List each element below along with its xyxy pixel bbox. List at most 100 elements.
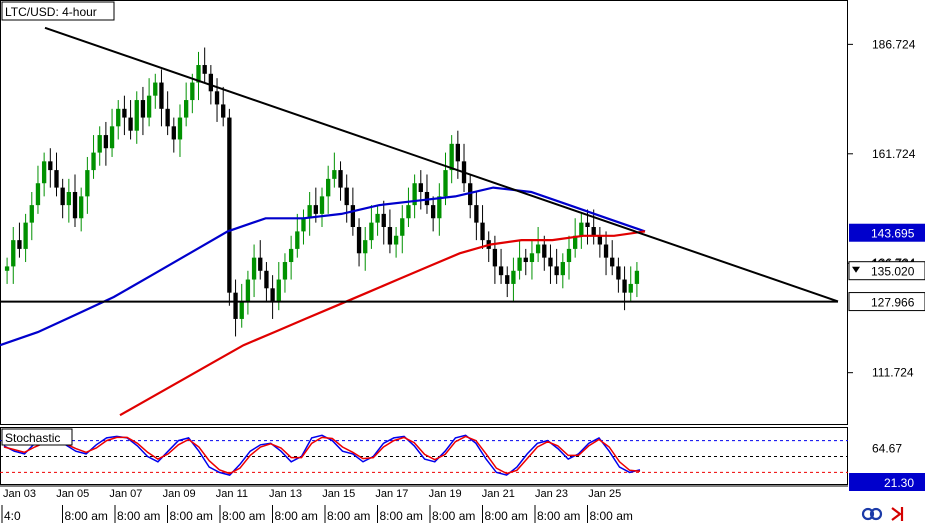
stochastic-value-label: 21.30 — [884, 476, 914, 490]
x-time-label: 8:00 am — [222, 509, 265, 523]
stochastic-layer — [0, 434, 848, 476]
x-date-label: Jan 17 — [375, 488, 408, 500]
candle-body — [79, 196, 84, 219]
candle-body — [443, 170, 448, 197]
candle-body — [480, 222, 485, 241]
candle-body — [529, 253, 535, 263]
x-date-label: Jan 03 — [3, 488, 36, 500]
candle-body — [350, 205, 356, 228]
price-tick-label: 111.724 — [872, 366, 914, 380]
chart-title-box — [1, 1, 115, 21]
price-tick-label: 161.724 — [872, 147, 916, 161]
x-time-label: 8:00 am — [65, 509, 108, 523]
candle-body — [542, 244, 547, 258]
candle-body — [344, 187, 349, 206]
candle-body — [505, 275, 510, 284]
price-tag-label: 127.966 — [871, 296, 915, 310]
candle-body — [579, 222, 584, 236]
candle-body — [233, 292, 238, 319]
candle-body — [295, 231, 300, 249]
price-tag-label: 143.695 — [871, 227, 915, 241]
candle-body — [214, 91, 220, 105]
candle-body — [560, 262, 565, 276]
current-price-marker — [852, 266, 860, 273]
x-date-label: Jan 09 — [163, 488, 196, 500]
candle-body — [301, 218, 306, 232]
candle-body — [116, 108, 121, 127]
price-pane-frame — [0, 0, 848, 425]
candle-body — [573, 235, 578, 249]
blue-moving-average — [0, 186, 646, 347]
candle-body — [258, 257, 263, 271]
candle-body — [634, 270, 640, 284]
candle-body — [97, 135, 102, 153]
candle-body — [326, 178, 331, 197]
candle-body — [245, 279, 251, 302]
candle-body — [202, 65, 207, 74]
candle-body — [23, 222, 28, 249]
x-time-label: 8:00 am — [432, 509, 475, 523]
candle-body — [437, 196, 442, 219]
candle-body — [29, 205, 34, 223]
candle-body — [66, 191, 71, 206]
candle-body — [140, 100, 146, 118]
candle-body — [48, 161, 53, 171]
stochastic-title-box — [1, 428, 73, 446]
x-time-label: 8:00 am — [117, 509, 160, 523]
candle-body — [548, 257, 553, 267]
candle-body — [307, 205, 312, 219]
x-date-label: Jan 15 — [322, 488, 355, 500]
candle-body — [332, 170, 337, 179]
candle-body — [208, 73, 214, 92]
candle-body — [363, 240, 368, 254]
candle-body — [418, 183, 423, 192]
stochastic-tick-label: 64.67 — [872, 442, 902, 456]
candle-body — [616, 266, 621, 280]
price-tick-label: 186.724 — [872, 37, 916, 51]
candle-body — [54, 170, 59, 188]
candle-body — [406, 205, 411, 219]
x-date-label: Jan 05 — [56, 488, 89, 500]
candle-body — [165, 108, 170, 127]
axis-layer: 186.724161.724136.724111.724143.695136.7… — [1, 37, 925, 523]
candle-body — [492, 248, 498, 267]
x-date-label: Jan 11 — [216, 488, 248, 500]
red-arrow-icon[interactable] — [891, 507, 904, 521]
descending-trendline — [44, 26, 839, 303]
candle-body — [628, 283, 633, 293]
x-time-label: 8:00 am — [380, 509, 423, 523]
sync-link-icon[interactable] — [861, 507, 883, 521]
candle-body — [41, 161, 47, 184]
candle-body — [585, 222, 590, 228]
candle-body — [72, 191, 78, 219]
candle-body — [134, 100, 139, 131]
x-time-label: 8:00 am — [590, 509, 633, 523]
red-moving-average — [119, 230, 646, 417]
candle-body — [523, 257, 528, 263]
candle-body — [227, 117, 232, 293]
candle-body — [85, 170, 90, 197]
x-time-label: 8:00 am — [537, 509, 580, 523]
chart-title: LTC/USD: 4-hour — [5, 5, 97, 19]
candle-body — [338, 170, 343, 188]
candle-body — [387, 227, 393, 245]
candle-body — [356, 227, 362, 254]
x-date-label: Jan 25 — [588, 488, 621, 500]
x-date-label: Jan 13 — [269, 488, 302, 500]
candle-body — [11, 240, 16, 267]
current-price-tag — [848, 261, 925, 281]
candle-body — [566, 248, 572, 263]
candle-body — [511, 270, 516, 284]
candle-body — [319, 196, 325, 214]
candle-body — [393, 235, 399, 245]
x-time-label: 4:0 — [4, 509, 21, 523]
price-layer — [0, 26, 839, 417]
support-price-tag — [848, 292, 925, 312]
candle-body — [474, 205, 479, 223]
candle-body — [171, 126, 176, 140]
candle-body — [251, 257, 257, 280]
candle-body — [190, 82, 195, 101]
candle-body — [146, 95, 152, 118]
candle-body — [610, 257, 615, 267]
candle-body — [603, 244, 609, 258]
